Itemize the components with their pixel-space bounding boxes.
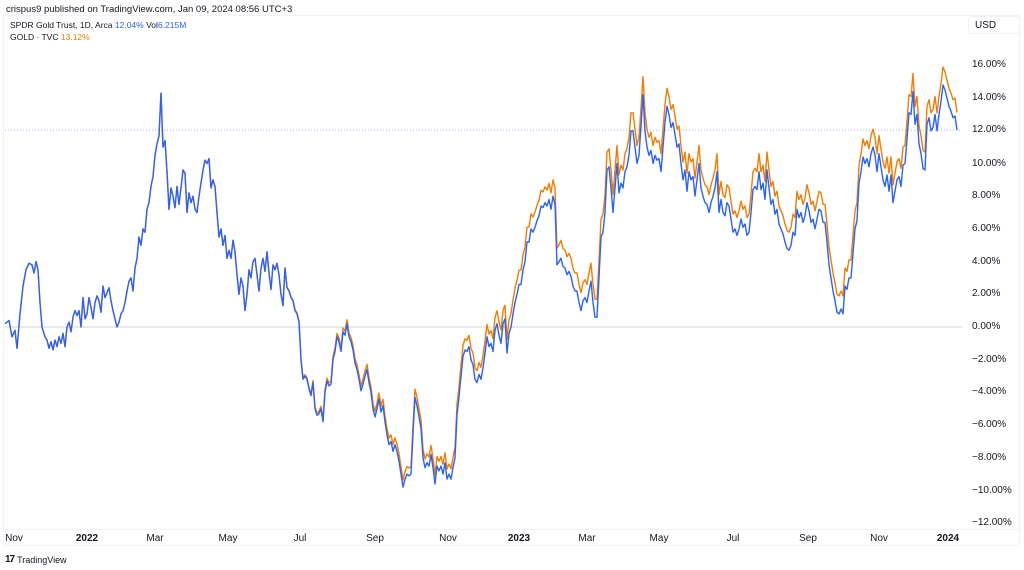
y-tick-label: 2.00% <box>972 288 1001 300</box>
legend-vol-label: Vol <box>146 20 158 30</box>
x-axis[interactable] <box>3 529 1020 547</box>
currency-selector[interactable]: USD <box>968 16 1020 34</box>
y-tick-label: 16.00% <box>972 59 1006 71</box>
y-tick-label: 10.00% <box>972 157 1006 169</box>
x-tick-label: 2024 <box>936 533 960 544</box>
y-tick-label: −10.00% <box>972 484 1012 496</box>
x-tick-label: Jul <box>293 533 307 544</box>
y-tick-label: −8.00% <box>972 451 1007 463</box>
y-tick-label: 6.00% <box>972 222 1001 234</box>
x-tick-label: Mar <box>146 533 164 544</box>
y-tick-label: 4.00% <box>972 255 1001 267</box>
x-tick-label: Nov <box>5 533 23 544</box>
x-tick-label: 2022 <box>75 533 99 544</box>
x-tick-label: Mar <box>578 533 596 544</box>
published-caption: crispus9 published on TradingView.com, J… <box>6 4 293 15</box>
y-tick-label: 14.00% <box>972 92 1006 104</box>
legend-vol-value: 6.215M <box>157 20 187 30</box>
tradingview-logo-icon: 17 <box>5 554 15 565</box>
x-tick-label: May <box>649 533 669 544</box>
x-tick-label: Nov <box>439 533 457 544</box>
legend-gold[interactable]: GOLD · TVC 13.12% <box>10 31 186 43</box>
x-tick-label: Jul <box>726 533 740 544</box>
x-tick-label: Nov <box>870 533 888 544</box>
legend-spdr-value: 12.04% <box>114 20 144 30</box>
legend-gold-value: 13.12% <box>60 32 90 42</box>
legend-spdr[interactable]: SPDR Gold Trust, 1D, Arca 12.04% Vol6.21… <box>10 19 186 31</box>
y-tick-label: −6.00% <box>972 419 1007 431</box>
spdr-gold-trust-series <box>4 84 958 488</box>
y-tick-label: −4.00% <box>972 386 1007 398</box>
x-tick-label: 2023 <box>507 533 531 544</box>
chart-legend: SPDR Gold Trust, 1D, Arca 12.04% Vol6.21… <box>10 19 186 43</box>
legend-spdr-name: SPDR Gold Trust, 1D, Arca <box>10 20 113 30</box>
x-tick-label: Sep <box>366 533 384 544</box>
y-tick-label: 0.00% <box>972 321 1001 332</box>
x-tick-label: May <box>218 533 238 544</box>
tradingview-branding[interactable]: 17 TradingView <box>5 554 67 565</box>
current-value-label: 12.00% <box>972 124 1006 136</box>
gold-tvc-series <box>4 66 958 481</box>
y-tick-label: −12.00% <box>972 517 1012 529</box>
y-tick-label: −2.00% <box>972 353 1007 365</box>
legend-gold-name: GOLD · TVC <box>10 32 59 42</box>
x-tick-label: Sep <box>799 533 817 544</box>
tradingview-name: TradingView <box>17 554 67 565</box>
chart-frame <box>3 15 1020 546</box>
y-tick-label: 8.00% <box>972 190 1001 202</box>
